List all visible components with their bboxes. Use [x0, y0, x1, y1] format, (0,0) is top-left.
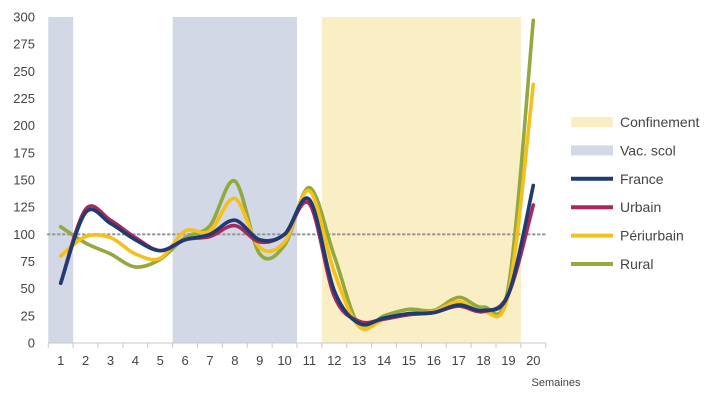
- y-tick-label: 200: [13, 118, 35, 133]
- x-tick-label: 7: [206, 353, 213, 368]
- x-tick-label: 19: [501, 353, 515, 368]
- shaded-region-confinement: [321, 17, 521, 343]
- y-tick-label: 125: [13, 200, 35, 215]
- y-tick-label: 75: [21, 254, 35, 269]
- x-tick-label: 18: [476, 353, 490, 368]
- x-tick-label: 15: [402, 353, 416, 368]
- x-tick-label: 16: [427, 353, 441, 368]
- x-tick-label: 14: [377, 353, 391, 368]
- x-tick-label: 12: [327, 353, 341, 368]
- x-tick-label: 13: [352, 353, 366, 368]
- x-tick-label: 17: [451, 353, 465, 368]
- series-line-france: [58, 183, 536, 327]
- series-lines: [58, 18, 536, 331]
- x-tick-label: 9: [256, 353, 263, 368]
- x-tick-label: 11: [303, 353, 317, 368]
- x-tick-label: 6: [181, 353, 188, 368]
- x-tick-label: 5: [157, 353, 164, 368]
- y-axis: 0 25 50 75 100 125 150 175 200 225 250 275 300: [13, 10, 35, 351]
- y-tick-label: 300: [13, 10, 35, 25]
- x-tick-label: 3: [107, 353, 114, 368]
- y-tick-label: 25: [21, 308, 35, 323]
- y-tick-label: 0: [28, 336, 35, 351]
- legend-label: Périurbain: [620, 228, 684, 244]
- legend-swatch: [571, 145, 613, 156]
- y-tick-label: 275: [13, 37, 35, 52]
- legend: Confinement Vac. scol France Urbain Périurba…: [571, 114, 699, 272]
- legend-item-periurbain: Périurbain: [571, 228, 684, 244]
- legend-label: France: [620, 171, 664, 187]
- y-tick-label: 150: [13, 173, 35, 188]
- legend-item-rural: Rural: [571, 256, 653, 272]
- y-tick-label: 175: [13, 145, 35, 160]
- x-tick-label: 8: [231, 353, 238, 368]
- y-tick-label: 225: [13, 91, 35, 106]
- legend-swatch: [571, 117, 613, 127]
- shaded-region-vac-scol: [48, 17, 74, 343]
- x-tick-label: 4: [132, 353, 139, 368]
- y-tick-label: 100: [13, 227, 35, 242]
- x-tick-label: 10: [277, 353, 291, 368]
- x-tick-label: 2: [82, 353, 89, 368]
- x-tick-label: 20: [526, 353, 540, 368]
- legend-item-france: France: [571, 171, 664, 187]
- x-axis-label: Semaines: [532, 377, 581, 389]
- shaded-regions: [48, 17, 521, 343]
- y-tick-label: 250: [13, 64, 35, 79]
- legend-item-vac-scol: Vac. scol: [571, 142, 676, 158]
- legend-label: Vac. scol: [620, 142, 676, 158]
- x-axis: 1 2 3 4 5 6 7 8 9 10 11 12 13 14 15 16 17 18 19 20: [47, 342, 547, 368]
- legend-item-confinement: Confinement: [571, 114, 699, 130]
- legend-item-urbain: Urbain: [571, 199, 661, 215]
- y-tick-label: 50: [21, 281, 35, 296]
- legend-label: Rural: [620, 256, 653, 272]
- legend-label: Confinement: [620, 114, 699, 130]
- series-line-rural: [58, 18, 536, 331]
- legend-label: Urbain: [620, 199, 661, 215]
- x-tick-label: 1: [57, 353, 64, 368]
